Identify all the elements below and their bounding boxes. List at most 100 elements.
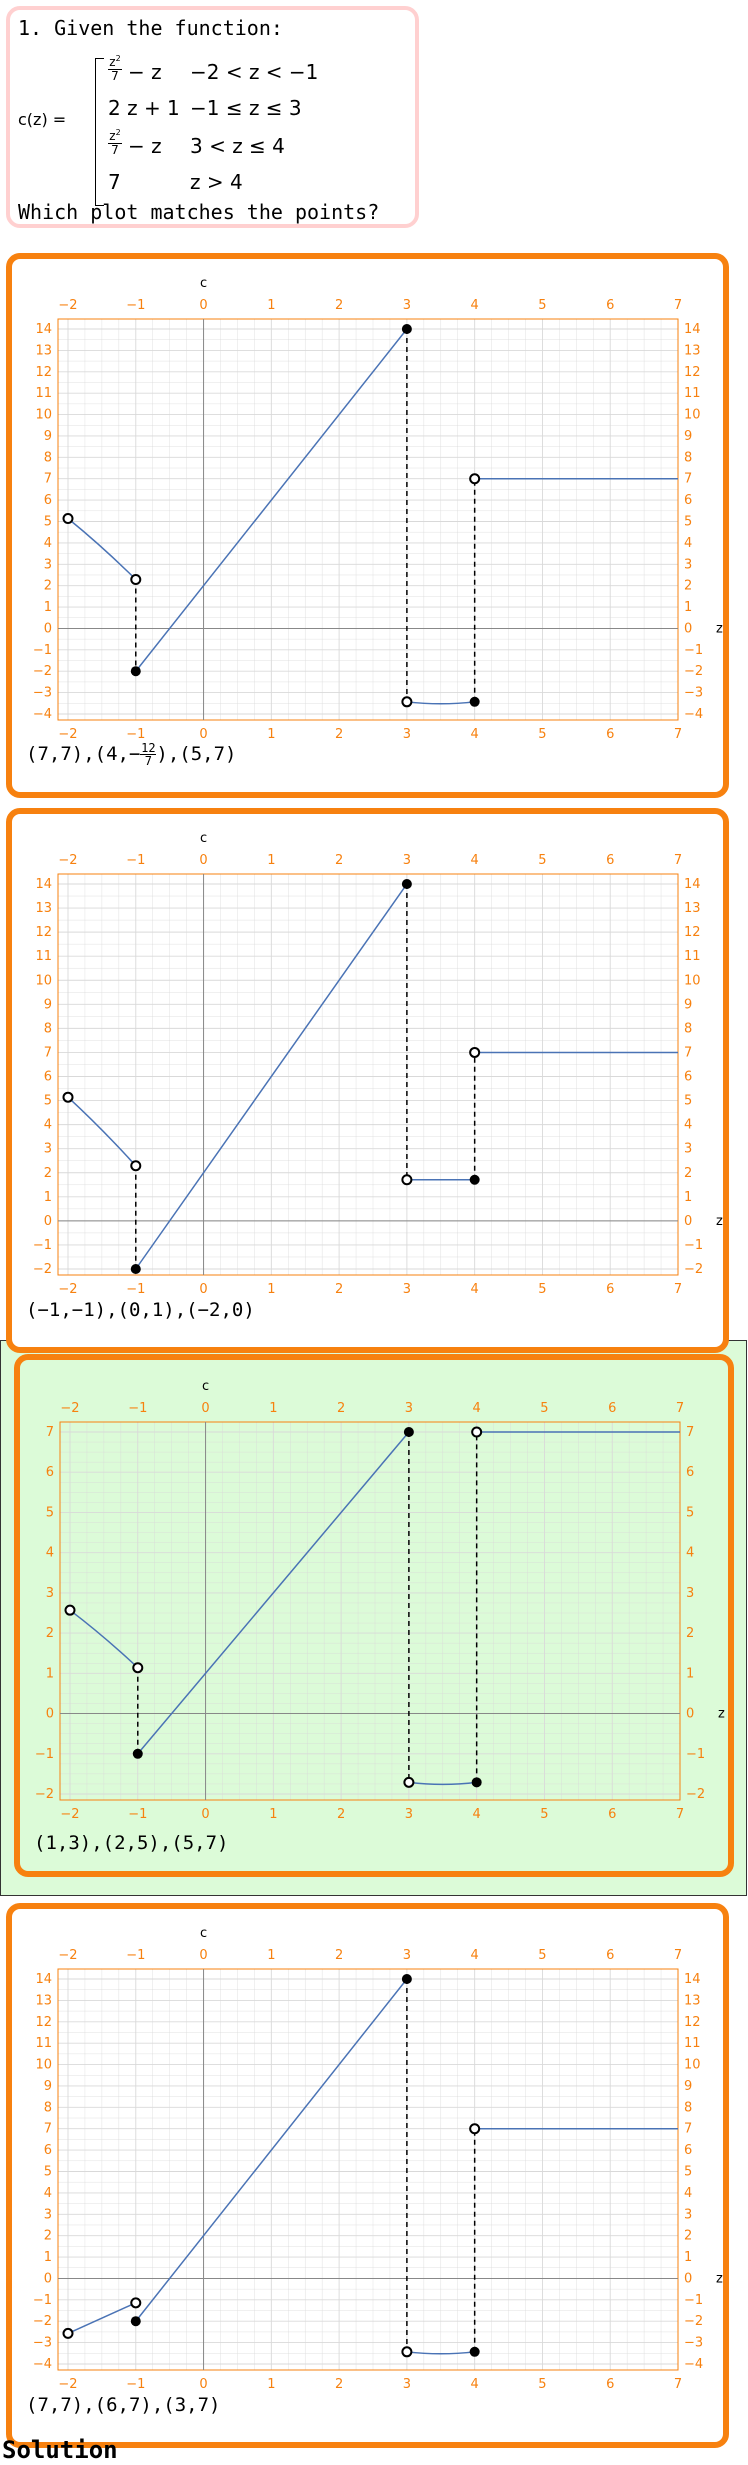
y-tick-label-left: 5 [46, 1505, 54, 1520]
option-plot-4[interactable]: −2 −2 −1 −1 0 0 1 1 2 2 3 3 4 4 5 5 6 6 7 7 −4 −4 −3 −3 −2 −2 −1 −1… [6, 1903, 729, 2448]
function-segment [137, 1431, 410, 1755]
x-tick-label-top: 6 [606, 853, 614, 868]
y-tick-label-left: 3 [44, 557, 52, 572]
x-tick-label-top: 6 [606, 298, 614, 313]
x-tick-label-top: −1 [126, 853, 145, 868]
x-tick-label-top: 1 [267, 853, 275, 868]
option-3-caption: (1,3),(2,5),(5,7) [34, 1832, 229, 1854]
y-tick-label-right: −2 [684, 1262, 703, 1277]
x-axis-label: z [716, 621, 723, 636]
function-segment [69, 1609, 139, 1669]
piece-3-num: z [109, 129, 116, 143]
y-tick-label-left: 9 [44, 429, 52, 444]
y-tick-label-left: 14 [35, 322, 52, 337]
y-tick-label-right: 11 [684, 2036, 701, 2051]
y-tick-label-right: 7 [684, 2122, 692, 2137]
y-tick-label-right: −3 [684, 2336, 703, 2351]
y-tick-label-left: 12 [35, 2015, 52, 2030]
y-tick-label-right: 5 [684, 1094, 692, 1109]
x-tick-label-bottom: −1 [126, 1282, 145, 1297]
y-tick-label-left: −3 [33, 686, 52, 701]
y-tick-label-left: 9 [44, 997, 52, 1012]
x-tick-label-bottom: 6 [608, 1807, 616, 1822]
y-tick-label-right: 0 [686, 1707, 694, 1722]
y-tick-label-right: 2 [686, 1626, 694, 1641]
x-tick-label-bottom: 6 [606, 1282, 614, 1297]
x-tick-label-bottom: 5 [540, 1807, 548, 1822]
x-axis-label: z [716, 1214, 723, 1229]
y-tick-label-left: 2 [44, 579, 52, 594]
y-axis-label: c [200, 1926, 207, 1941]
x-tick-label-top: 7 [674, 1948, 682, 1963]
y-tick-label-left: −2 [35, 1787, 54, 1802]
y-tick-label-right: 5 [684, 2165, 692, 2180]
closed-point [130, 2316, 141, 2327]
y-tick-label-right: 4 [684, 536, 692, 551]
y-tick-label-right: −1 [684, 2293, 703, 2308]
x-tick-label-top: 0 [199, 298, 207, 313]
y-tick-label-right: 3 [684, 2207, 692, 2222]
option-plot-3[interactable]: −2 −2 −1 −1 0 0 1 1 2 2 3 3 4 4 5 5 6 6 7 7 −2 −2 −1 −1 0 0 1 1 2 2 3 3… [14, 1354, 734, 1877]
closed-point [130, 666, 141, 677]
y-axis-label: c [202, 1379, 209, 1394]
option-plot-1[interactable]: −2 −2 −1 −1 0 0 1 1 2 2 3 3 4 4 5 5 6 6 7 7 −4 −4 −3 −3 −2 −2 −1 −1… [6, 253, 729, 798]
x-tick-label-bottom: 7 [674, 727, 682, 742]
y-tick-label-left: 1 [44, 600, 52, 615]
x-tick-label-top: 4 [471, 853, 479, 868]
x-tick-label-top: −1 [126, 1948, 145, 1963]
x-tick-label-bottom: 2 [335, 2377, 343, 2392]
closed-point [130, 1264, 141, 1274]
closed-point [469, 1174, 480, 1185]
piece-4-expr: 7 [108, 170, 121, 194]
solution-label: Solution [2, 2436, 118, 2464]
y-tick-label-left: 5 [44, 515, 52, 530]
x-tick-label-bottom: −1 [128, 1807, 147, 1822]
y-tick-label-left: −4 [33, 707, 52, 722]
y-tick-label-left: 2 [44, 1166, 52, 1181]
closed-point [401, 1974, 412, 1984]
option-plot-2[interactable]: −2 −2 −1 −1 0 0 1 1 2 2 3 3 4 4 5 5 6 6 7 7 −2 −2 −1 −1 0 0 1 1 2 2 3 3… [6, 808, 729, 1353]
y-tick-label-left: 8 [44, 2100, 52, 2115]
y-axis-label: c [200, 276, 207, 291]
closed-point [401, 879, 412, 889]
x-tick-label-bottom: 3 [403, 2377, 411, 2392]
y-tick-label-right: 14 [684, 1972, 701, 1987]
y-tick-label-left: −2 [33, 664, 52, 679]
y-tick-label-right: −1 [684, 643, 703, 658]
y-tick-label-right: 8 [684, 1021, 692, 1036]
x-tick-label-bottom: 5 [538, 727, 546, 742]
x-tick-label-bottom: 0 [199, 727, 207, 742]
x-tick-label-bottom: 1 [267, 727, 275, 742]
plot-frame [59, 1421, 681, 1801]
y-tick-label-left: 0 [44, 621, 52, 636]
piece-4-cond: z > 4 [190, 170, 243, 194]
open-point [62, 1091, 74, 1103]
closed-point [471, 1777, 482, 1788]
option-1-caption-text: (7,7),(4,− [26, 743, 141, 765]
y-tick-label-right: 2 [684, 579, 692, 594]
y-tick-label-right: −1 [686, 1747, 705, 1762]
y-tick-label-left: 7 [44, 1045, 52, 1060]
piece-1-rest: − z [128, 60, 162, 84]
x-tick-label-top: 3 [405, 1401, 413, 1416]
open-point [471, 1426, 483, 1438]
y-tick-label-left: 7 [44, 472, 52, 487]
y-tick-label-right: 4 [684, 1118, 692, 1133]
open-point [401, 2346, 413, 2358]
x-tick-label-top: −1 [126, 298, 145, 313]
closed-point [401, 324, 412, 334]
open-point [132, 1662, 144, 1674]
y-tick-label-left: 11 [35, 2036, 52, 2051]
y-tick-label-right: 8 [684, 450, 692, 465]
x-tick-label-top: 2 [335, 853, 343, 868]
y-tick-label-left: 9 [44, 2079, 52, 2094]
open-point [130, 2297, 142, 2309]
y-tick-label-right: 12 [684, 365, 701, 380]
question-box: 1. Given the function: c(z) = z2 7 − z −… [6, 6, 419, 228]
y-tick-label-left: 4 [44, 536, 52, 551]
x-tick-label-bottom: 5 [538, 2377, 546, 2392]
y-tick-label-right: −4 [684, 707, 703, 722]
y-tick-label-right: −1 [684, 1238, 703, 1253]
